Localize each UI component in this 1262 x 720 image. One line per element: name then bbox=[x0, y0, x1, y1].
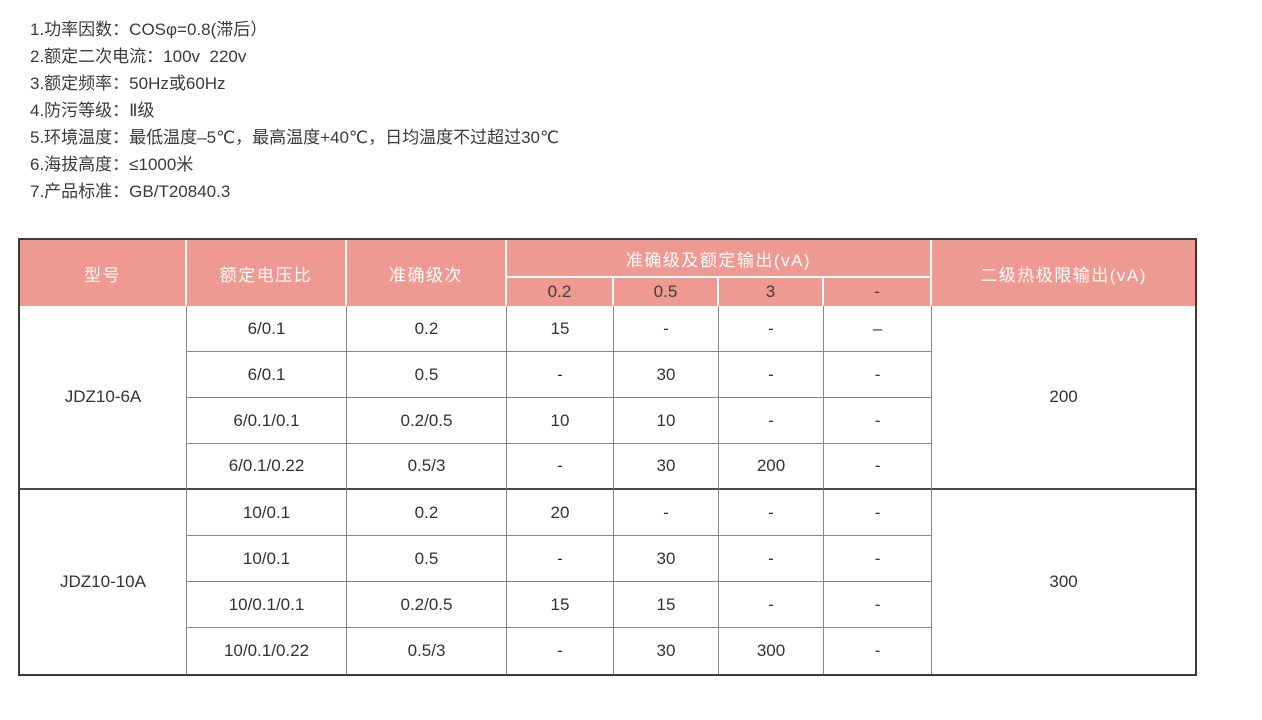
cell-output: - bbox=[719, 582, 824, 628]
cell-output: - bbox=[719, 306, 824, 352]
cell-output: - bbox=[614, 306, 719, 352]
cell-output: 10 bbox=[507, 398, 614, 444]
cell-output: - bbox=[719, 398, 824, 444]
cell-ratio: 6/0.1 bbox=[187, 352, 347, 398]
cell-thermal-limit: 200 bbox=[932, 306, 1196, 490]
header-accuracy-class: 准确级次 bbox=[347, 240, 507, 306]
header-thermal-limit: 二级热极限输出(vA) bbox=[932, 240, 1196, 306]
cell-thermal-limit: 300 bbox=[932, 490, 1196, 674]
header-voltage-ratio: 额定电压比 bbox=[187, 240, 347, 306]
cell-output: - bbox=[824, 582, 933, 628]
cell-output: - bbox=[824, 536, 933, 582]
cell-output: – bbox=[824, 306, 933, 352]
cell-output: - bbox=[719, 352, 824, 398]
table-row: 10/0.1 0.5 - 30 - - bbox=[20, 536, 1195, 582]
cell-class: 0.2 bbox=[347, 306, 507, 352]
cell-output: 10 bbox=[614, 398, 719, 444]
cell-class: 0.2/0.5 bbox=[347, 582, 507, 628]
cell-output: 15 bbox=[507, 582, 614, 628]
header-model: 型号 bbox=[20, 240, 187, 306]
cell-class: 0.5 bbox=[347, 352, 507, 398]
spec-item-altitude: 6.海拔高度：≤1000米 bbox=[30, 155, 194, 174]
table-row: 6/0.1 0.5 - 30 - - bbox=[20, 352, 1195, 398]
subheader-class-0.2: 0.2 bbox=[507, 278, 614, 306]
cell-output: - bbox=[507, 628, 614, 674]
header-output-group: 准确级及额定输出(vA) bbox=[507, 240, 933, 278]
table-row: 6/0.1/0.1 0.2/0.5 10 10 - - bbox=[20, 398, 1195, 444]
cell-output: 300 bbox=[719, 628, 824, 674]
cell-output: - bbox=[614, 490, 719, 536]
cell-output: - bbox=[824, 398, 933, 444]
cell-class: 0.5/3 bbox=[347, 628, 507, 674]
cell-output: 15 bbox=[614, 582, 719, 628]
cell-output: - bbox=[719, 490, 824, 536]
cell-model: JDZ10-6A bbox=[20, 306, 187, 490]
cell-output: - bbox=[507, 536, 614, 582]
cell-class: 0.5 bbox=[347, 536, 507, 582]
table-row: JDZ10-6A 6/0.1 0.2 15 - - – 200 bbox=[20, 306, 1196, 490]
cell-ratio: 6/0.1/0.22 bbox=[187, 444, 347, 490]
cell-class: 0.2/0.5 bbox=[347, 398, 507, 444]
cell-output: 20 bbox=[507, 490, 614, 536]
spec-item-frequency: 3.额定频率：50Hz或60Hz bbox=[30, 74, 226, 93]
product-spec-table: 型号 额定电压比 准确级次 准确级及额定输出(vA) 二级热极限输出(vA) 0… bbox=[18, 238, 1198, 676]
cell-ratio: 10/0.1 bbox=[187, 536, 347, 582]
spec-item-ambient-temp: 5.环境温度：最低温度–5℃，最高温度+40℃，日均温度不过超过30℃ bbox=[30, 128, 560, 147]
spec-item-power-factor: 1.功率因数：COSφ=0.8(滞后） bbox=[30, 20, 268, 39]
cell-output: 200 bbox=[719, 444, 824, 490]
spec-list: 1.功率因数：COSφ=0.8(滞后） 2.额定二次电流：100v 220v 3… bbox=[30, 16, 559, 205]
subheader-class-3: 3 bbox=[719, 278, 824, 306]
cell-output: - bbox=[507, 444, 614, 490]
subheader-class-0.5: 0.5 bbox=[614, 278, 719, 306]
cell-ratio: 10/0.1 bbox=[187, 490, 347, 536]
cell-output: - bbox=[824, 352, 933, 398]
cell-output: - bbox=[824, 490, 933, 536]
cell-class: 0.5/3 bbox=[347, 444, 507, 490]
cell-model: JDZ10-10A bbox=[20, 490, 187, 674]
cell-output: 30 bbox=[614, 444, 719, 490]
cell-output: - bbox=[824, 628, 933, 674]
table-row: 10/0.1/0.22 0.5/3 - 30 300 - bbox=[20, 628, 1195, 674]
table-row: 10/0.1/0.1 0.2/0.5 15 15 - - bbox=[20, 582, 1195, 628]
cell-output: - bbox=[719, 536, 824, 582]
cell-output: - bbox=[824, 444, 933, 490]
table-row: 6/0.1/0.22 0.5/3 - 30 200 - bbox=[20, 444, 1195, 490]
cell-output: 30 bbox=[614, 536, 719, 582]
cell-ratio: 6/0.1 bbox=[187, 306, 347, 352]
spec-item-secondary-current: 2.额定二次电流：100v 220v bbox=[30, 47, 247, 66]
table-row: JDZ10-10A 10/0.1 0.2 20 - - - 300 bbox=[20, 490, 1196, 674]
subheader-class-dash: - bbox=[824, 278, 933, 306]
cell-output: - bbox=[507, 352, 614, 398]
cell-ratio: 10/0.1/0.1 bbox=[187, 582, 347, 628]
cell-output: 30 bbox=[614, 352, 719, 398]
cell-output: 30 bbox=[614, 628, 719, 674]
cell-ratio: 6/0.1/0.1 bbox=[187, 398, 347, 444]
cell-output: 15 bbox=[507, 306, 614, 352]
cell-ratio: 10/0.1/0.22 bbox=[187, 628, 347, 674]
spec-item-standard: 7.产品标准：GB/T20840.3 bbox=[30, 182, 231, 201]
spec-item-pollution-class: 4.防污等级：Ⅱ级 bbox=[30, 101, 155, 120]
cell-class: 0.2 bbox=[347, 490, 507, 536]
